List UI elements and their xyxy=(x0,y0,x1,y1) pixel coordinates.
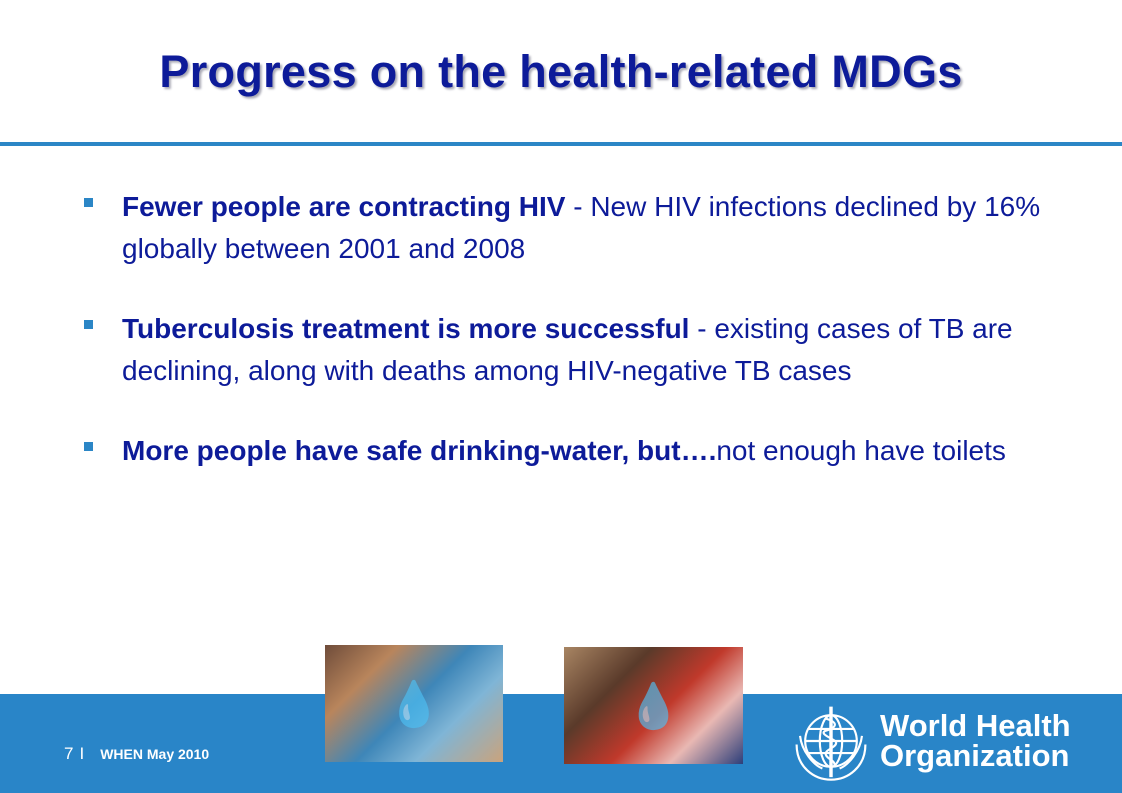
bullet-list: Fewer people are contracting HIV - New H… xyxy=(84,186,1044,472)
who-emblem-icon xyxy=(795,706,867,781)
photo-child-drinking-water: 💧 xyxy=(325,645,503,762)
bullet-text: not enough have toilets xyxy=(716,435,1006,466)
water-drop-icon: 💧 xyxy=(386,679,442,729)
water-drop-icon: 💧 xyxy=(626,681,681,731)
bullet-item: Tuberculosis treatment is more successfu… xyxy=(84,308,1044,392)
square-bullet-icon xyxy=(84,198,93,207)
bullet-heading: More people have safe drinking-water, bu… xyxy=(122,435,717,466)
bullet-text: - existing cases of TB are declining, al… xyxy=(122,313,1013,386)
photo-girl-drinking-water: 💧 xyxy=(564,647,743,764)
who-wordmark: World Health Organization xyxy=(880,708,1071,773)
who-wordmark-line2: Organization xyxy=(880,738,1070,773)
footer-separator: I xyxy=(79,744,85,763)
bullet-heading: Tuberculosis treatment is more successfu… xyxy=(122,313,690,344)
bullet-text: - New HIV infections declined by 16% glo… xyxy=(122,191,1041,264)
footer-band xyxy=(0,694,1122,793)
title-divider xyxy=(0,142,1122,146)
footer: 7 I WHEN May 2010 xyxy=(64,744,209,764)
bullet-item: More people have safe drinking-water, bu… xyxy=(84,430,1044,472)
who-logo: World Health Organization xyxy=(788,698,1071,784)
bullet-item: Fewer people are contracting HIV - New H… xyxy=(84,186,1044,270)
square-bullet-icon xyxy=(84,442,93,451)
slide-title: Progress on the health-related MDGs xyxy=(159,46,963,97)
footer-event-label: WHEN May 2010 xyxy=(100,746,210,762)
who-wordmark-line1: World Health xyxy=(880,708,1071,743)
bullet-heading: Fewer people are contracting HIV xyxy=(122,191,566,222)
page-number: 7 xyxy=(64,744,74,763)
square-bullet-icon xyxy=(84,320,93,329)
